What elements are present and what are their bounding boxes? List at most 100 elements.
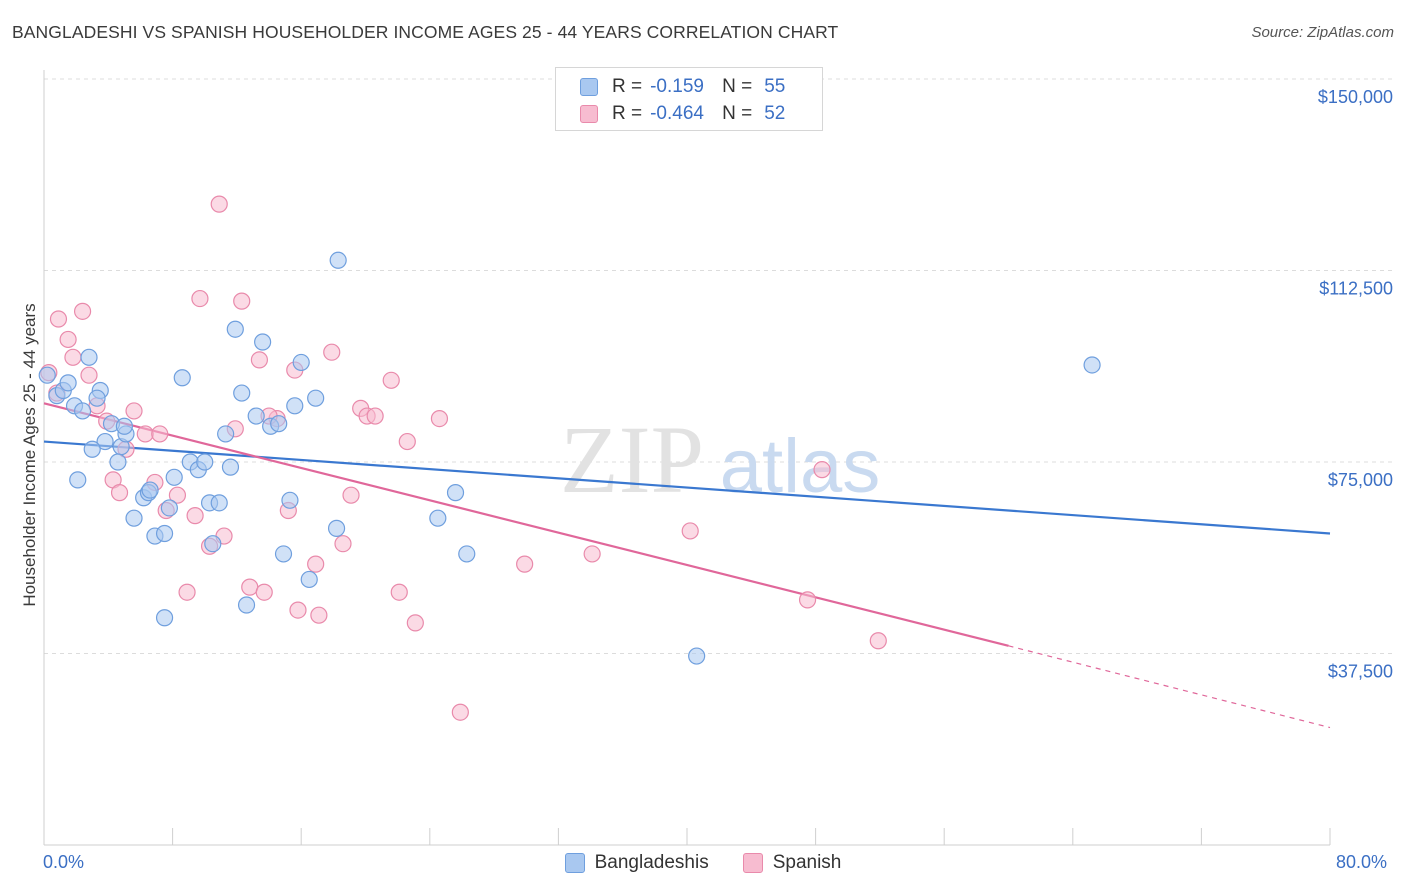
point-spanish	[255, 583, 273, 601]
legend-r-value: -0.464	[650, 103, 704, 124]
point-spanish	[323, 343, 341, 361]
point-spanish	[813, 461, 831, 479]
y-tick-label: $37,500	[1328, 662, 1393, 682]
series-label-bangladeshis: Bangladeshis	[594, 852, 709, 873]
point-bangladeshis	[458, 545, 476, 563]
legend-r-value: -0.159	[650, 76, 704, 97]
chart-source: Source: ZipAtlas.com	[1251, 24, 1394, 41]
y-tick-label: $112,500	[1319, 279, 1393, 299]
point-spanish	[382, 371, 400, 389]
point-bangladeshis	[210, 494, 228, 512]
watermark: ZIP atlas	[560, 406, 880, 513]
point-bangladeshis	[59, 374, 77, 392]
legend-n-label: N =	[722, 103, 753, 124]
point-bangladeshis	[688, 647, 706, 665]
point-bangladeshis	[446, 484, 465, 502]
point-bangladeshis	[69, 471, 87, 489]
point-bangladeshis	[155, 609, 174, 627]
point-bangladeshis	[286, 397, 304, 415]
x-tick-label-min: 0.0%	[43, 852, 85, 872]
legend-row-bangladeshis: R = -0.159 N = 55	[580, 75, 785, 99]
y-tick-label: $150,000	[1318, 87, 1393, 107]
legend-r-label: R =	[612, 103, 643, 124]
trend-line-spanish-projection	[1008, 645, 1331, 729]
point-bangladeshis	[204, 535, 222, 553]
series-swatch-pink	[742, 853, 763, 873]
series-swatch-blue	[564, 853, 585, 873]
point-bangladeshis	[281, 491, 299, 509]
point-spanish	[310, 606, 328, 624]
point-bangladeshis	[96, 432, 114, 451]
point-spanish	[168, 486, 187, 504]
point-spanish	[307, 555, 325, 573]
watermark-zip: ZIP	[560, 406, 704, 513]
point-spanish	[681, 522, 699, 540]
legend-swatch-blue	[580, 78, 598, 96]
point-bangladeshis	[307, 389, 325, 407]
point-bangladeshis	[237, 596, 256, 614]
point-bangladeshis	[247, 407, 265, 425]
data-points	[38, 195, 1101, 721]
legend-n-label: N =	[722, 76, 753, 97]
x-tick-label-max: 80.0%	[1336, 852, 1388, 872]
series-label-spanish: Spanish	[772, 852, 842, 873]
point-bangladeshis	[83, 440, 101, 458]
point-bangladeshis	[165, 468, 183, 486]
point-bangladeshis	[125, 509, 143, 527]
point-spanish	[73, 302, 92, 320]
point-bangladeshis	[270, 415, 288, 433]
trend-lines	[43, 402, 1331, 729]
point-spanish	[583, 545, 601, 563]
point-bangladeshis	[88, 389, 106, 407]
point-bangladeshis	[226, 320, 244, 338]
point-spanish	[110, 484, 129, 502]
point-spanish	[398, 432, 416, 451]
point-bangladeshis	[274, 545, 293, 563]
point-bangladeshis	[109, 453, 127, 471]
point-bangladeshis	[429, 509, 447, 527]
y-tick-labels: $37,500 $75,000 $112,500 $150,000	[1318, 87, 1393, 682]
point-bangladeshis	[217, 425, 235, 443]
axes	[43, 70, 1331, 846]
grid-lines	[44, 78, 1395, 654]
point-bangladeshis	[292, 353, 310, 372]
point-spanish	[59, 330, 77, 349]
point-spanish	[241, 578, 259, 596]
point-spanish	[516, 555, 534, 573]
point-bangladeshis	[38, 366, 56, 384]
trend-line-spanish	[43, 402, 1009, 647]
point-spanish	[64, 348, 82, 366]
point-spanish	[151, 425, 169, 443]
point-bangladeshis	[115, 417, 133, 435]
chart-title: BANGLADESHI VS SPANISH HOUSEHOLDER INCOM…	[12, 22, 839, 42]
point-bangladeshis	[329, 251, 347, 269]
point-spanish	[233, 292, 251, 310]
point-spanish	[80, 366, 98, 384]
point-spanish	[366, 407, 384, 425]
point-spanish	[250, 351, 269, 369]
point-bangladeshis	[173, 369, 191, 387]
point-spanish	[49, 310, 68, 328]
legend-row-spanish: R = -0.464 N = 52	[580, 102, 785, 126]
point-spanish	[430, 409, 449, 428]
correlation-legend: R = -0.159 N = 55 R = -0.464 N = 52	[555, 67, 823, 131]
y-tick-label: $75,000	[1328, 470, 1393, 490]
legend-r-label: R =	[612, 76, 643, 97]
point-bangladeshis	[1083, 356, 1101, 374]
point-spanish	[390, 583, 408, 601]
point-spanish	[136, 425, 154, 443]
point-spanish	[125, 402, 143, 420]
point-spanish	[869, 632, 887, 650]
point-bangladeshis	[80, 348, 98, 366]
point-spanish	[406, 614, 424, 632]
series-legend-spanish: Spanish	[742, 852, 842, 874]
point-bangladeshis	[254, 333, 272, 351]
legend-n-value: 52	[764, 103, 786, 124]
point-spanish	[210, 195, 228, 213]
point-spanish	[289, 601, 307, 619]
point-bangladeshis	[196, 453, 214, 471]
series-legend: Bangladeshis Spanish	[0, 852, 1406, 874]
point-bangladeshis	[160, 499, 178, 517]
point-spanish	[191, 289, 209, 308]
series-legend-bangladeshis: Bangladeshis	[564, 852, 709, 874]
